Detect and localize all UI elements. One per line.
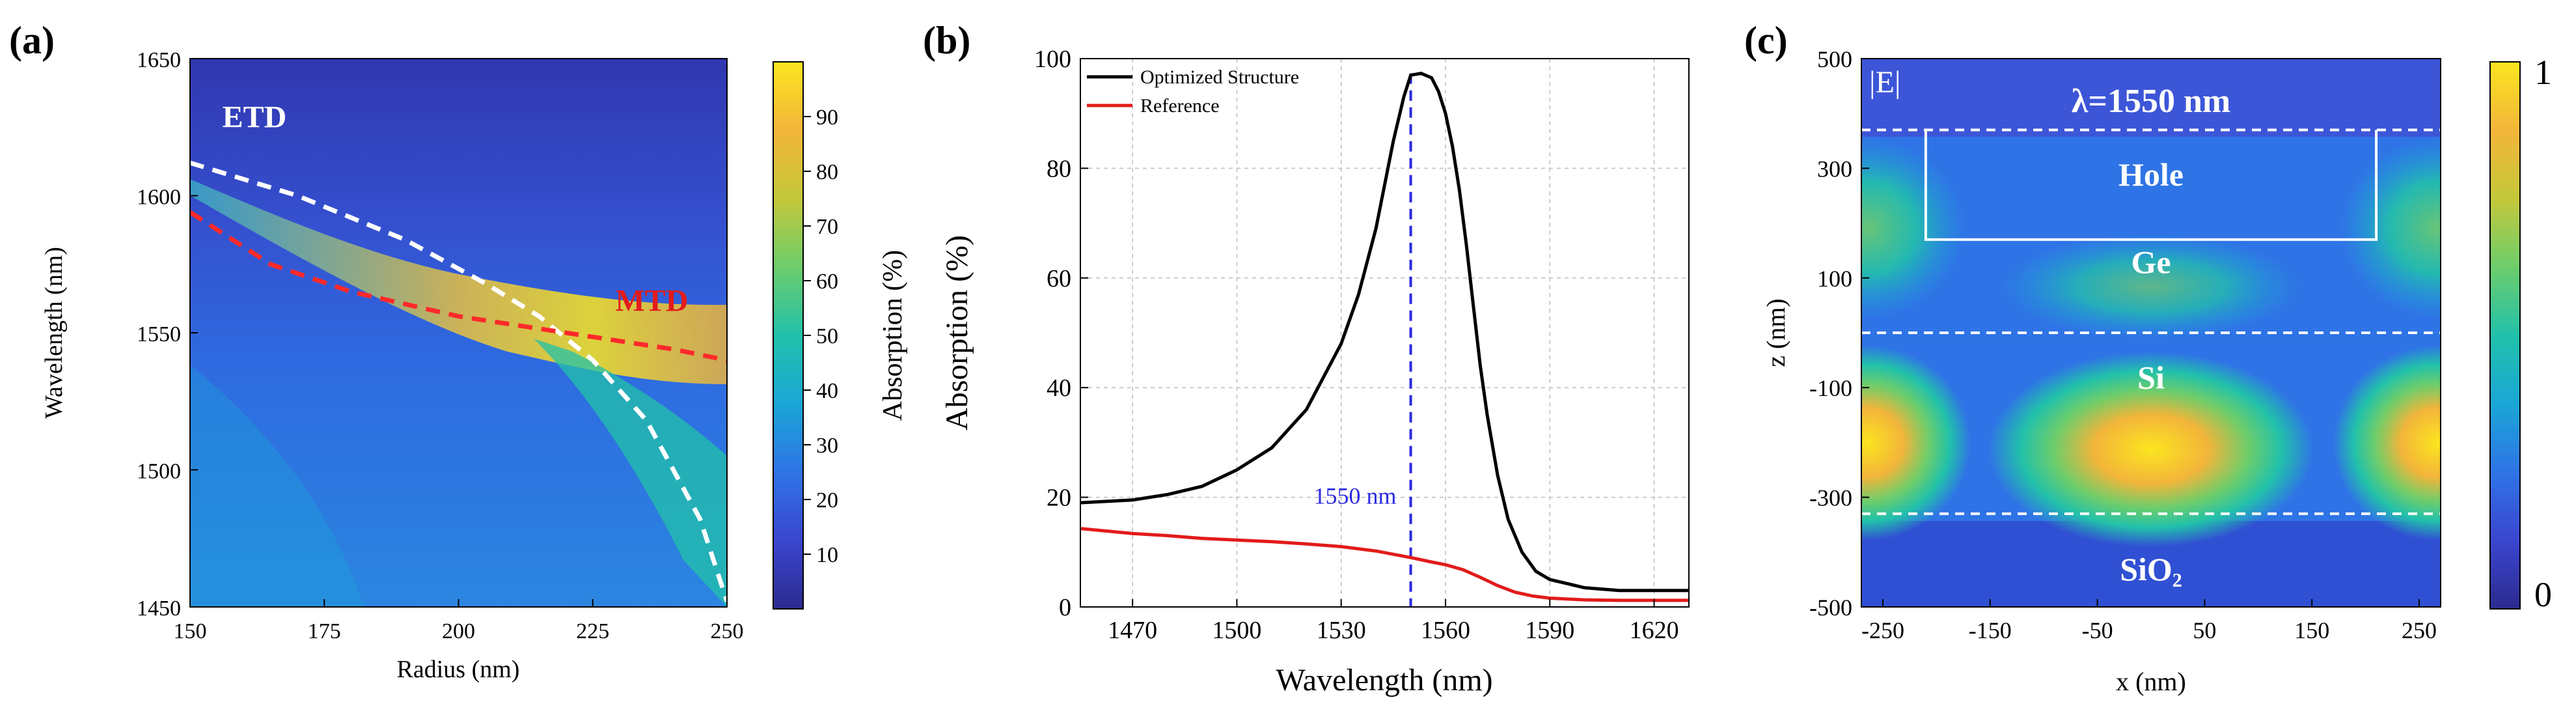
mtd-curve (190, 210, 727, 363)
b-y-tick-label: 0 (1059, 594, 1071, 621)
colorbar-a-tick-label: 50 (816, 324, 838, 348)
c-x-tick-label: -50 (2082, 617, 2113, 643)
panel-b: (b) 1550 nm 1470 1500 1530 1560 1590 1620 0 20… (923, 19, 1690, 697)
b-y-ticks: 0 20 40 60 80 100 (1034, 46, 1088, 621)
ge-glow-center (2001, 234, 2301, 339)
legend-reference-label: Reference (1140, 95, 1220, 117)
colorbar-a-tick-label: 30 (816, 434, 838, 458)
b-y-axis-label: Absorption (%) (940, 235, 974, 430)
colorbar-a-tick-label: 70 (816, 215, 838, 239)
plot-b-frame (1080, 58, 1690, 608)
a-x-tick-label: 150 (174, 619, 207, 643)
panel-a: (a) ETD MTD 150 175 200 225 250 1450 1500 1550… (9, 19, 908, 683)
region-label-sio2: SiO₂ (2120, 551, 2182, 587)
panel-c: (c) λ=1550 nm |E| Hole Ge Si SiO₂ -250 -1… (1744, 19, 2552, 696)
mtd-annotation: MTD (616, 283, 689, 318)
hole-outline (1924, 130, 2378, 241)
region-label-ge: Ge (2131, 244, 2171, 281)
c-x-tick-label: 50 (2193, 617, 2216, 643)
b-y-tick-label: 80 (1047, 155, 1071, 182)
a-x-tick-label: 250 (711, 619, 744, 643)
colorbar-a-label: Absorption (%) (878, 250, 908, 421)
c-y-tick-label: 100 (1817, 266, 1852, 292)
c-x-tick-label: -250 (1861, 617, 1904, 643)
colorbar-c-tick-label: 0 (2534, 575, 2552, 614)
optimized-structure-line (1080, 72, 1689, 593)
heatmap-a-band (190, 179, 727, 384)
c-y-tick-label: -300 (1809, 485, 1852, 511)
b-y-tick-label: 60 (1047, 265, 1071, 292)
a-x-tick-label: 175 (308, 619, 341, 643)
b-legend: Optimized Structure Reference (1087, 66, 1299, 117)
colorbar-a-tick-label: 80 (816, 160, 838, 184)
ge-glow-left (1861, 137, 1966, 319)
reference-line (1080, 527, 1689, 602)
colorbar-a-tick-label: 90 (816, 105, 838, 130)
si-hotspot-left (1861, 345, 1971, 541)
c-y-tick-label: -500 (1809, 595, 1852, 621)
si-hotspot-center (1988, 352, 2314, 547)
region-label-hole: Hole (2118, 156, 2184, 193)
legend-optimized-label: Optimized Structure (1140, 66, 1299, 88)
b-x-tick-label: 1590 (1525, 617, 1574, 644)
a-y-tick-label: 1650 (137, 48, 181, 72)
a-y-tick-label: 1500 (137, 460, 181, 484)
a-x-tick-label: 200 (442, 619, 475, 643)
c-y-tick-label: 300 (1817, 156, 1852, 182)
b-x-tick-label: 1470 (1108, 617, 1157, 644)
b-y-tick-label: 40 (1047, 374, 1071, 402)
field-title: λ=1550 nm (2072, 83, 2230, 120)
etd-annotation: ETD (223, 100, 287, 134)
panel-c-label: (c) (1744, 19, 1788, 62)
1550nm-annotation: 1550 nm (1314, 483, 1397, 509)
colorbar-a-tick-label: 60 (816, 270, 838, 294)
plot-c-frame (1861, 58, 2441, 608)
c-x-axis-label: x (nm) (2116, 667, 2186, 696)
a-x-axis-label: Radius (nm) (397, 656, 520, 683)
colorbar-a-tick-label: 10 (816, 543, 838, 567)
heatmap-a-lower-branch (534, 339, 727, 607)
a-x-ticks: 150 175 200 225 250 (174, 599, 744, 643)
b-x-tick-label: 1620 (1630, 617, 1679, 644)
b-x-tick-label: 1530 (1317, 617, 1366, 644)
colorbar-a-ticks: 10 20 30 40 50 60 70 80 90 (803, 105, 838, 567)
region-label-si: Si (2137, 359, 2165, 395)
a-y-tick-label: 1450 (137, 597, 181, 621)
a-y-tick-label: 1600 (137, 186, 181, 210)
colorbar-a-tick-label: 40 (816, 379, 838, 403)
b-x-tick-label: 1500 (1212, 617, 1261, 644)
field-map-top-region (1861, 59, 2441, 137)
panel-a-label: (a) (9, 19, 55, 62)
a-x-tick-label: 225 (576, 619, 609, 643)
c-x-ticks: -250 -150 -50 50 150 250 (1861, 599, 2437, 643)
field-corner-label: |E| (1869, 65, 1901, 100)
ge-glow-right (2340, 137, 2441, 319)
b-x-axis-label: Wavelength (nm) (1276, 663, 1492, 697)
b-x-tick-label: 1560 (1421, 617, 1470, 644)
c-x-tick-label: 250 (2402, 617, 2437, 643)
b-y-tick-label: 20 (1047, 485, 1071, 512)
plot-b-background (1080, 59, 1689, 607)
a-y-tick-label: 1550 (137, 322, 181, 346)
panel-b-label: (b) (923, 19, 970, 62)
heatmap-a-lower-left-glow (190, 365, 364, 607)
etd-curve (190, 160, 727, 602)
c-y-tick-label: 500 (1817, 46, 1852, 72)
c-y-ticks: -500 -300 -100 100 300 500 (1809, 46, 1869, 621)
colorbar-a (773, 61, 804, 610)
colorbar-a-tick-label: 20 (816, 488, 838, 513)
a-y-axis-label: Wavelength (nm) (40, 247, 68, 419)
c-y-tick-label: -100 (1809, 375, 1852, 401)
colorbar-c-tick-label: 1 (2534, 53, 2552, 92)
c-x-tick-label: 150 (2294, 617, 2329, 643)
si-hotspot-right (2333, 345, 2441, 541)
b-x-ticks: 1470 1500 1530 1560 1590 1620 (1108, 599, 1679, 644)
b-grid (1080, 58, 1689, 608)
c-x-tick-label: -150 (1969, 617, 2012, 643)
c-y-axis-label: z (nm) (1761, 298, 1790, 367)
colorbar-c-ticks: 01 (2534, 53, 2552, 614)
colorbar-c (2489, 61, 2521, 610)
b-y-tick-label: 100 (1034, 46, 1071, 73)
a-y-ticks: 1450 1500 1550 1600 1650 (137, 48, 198, 621)
